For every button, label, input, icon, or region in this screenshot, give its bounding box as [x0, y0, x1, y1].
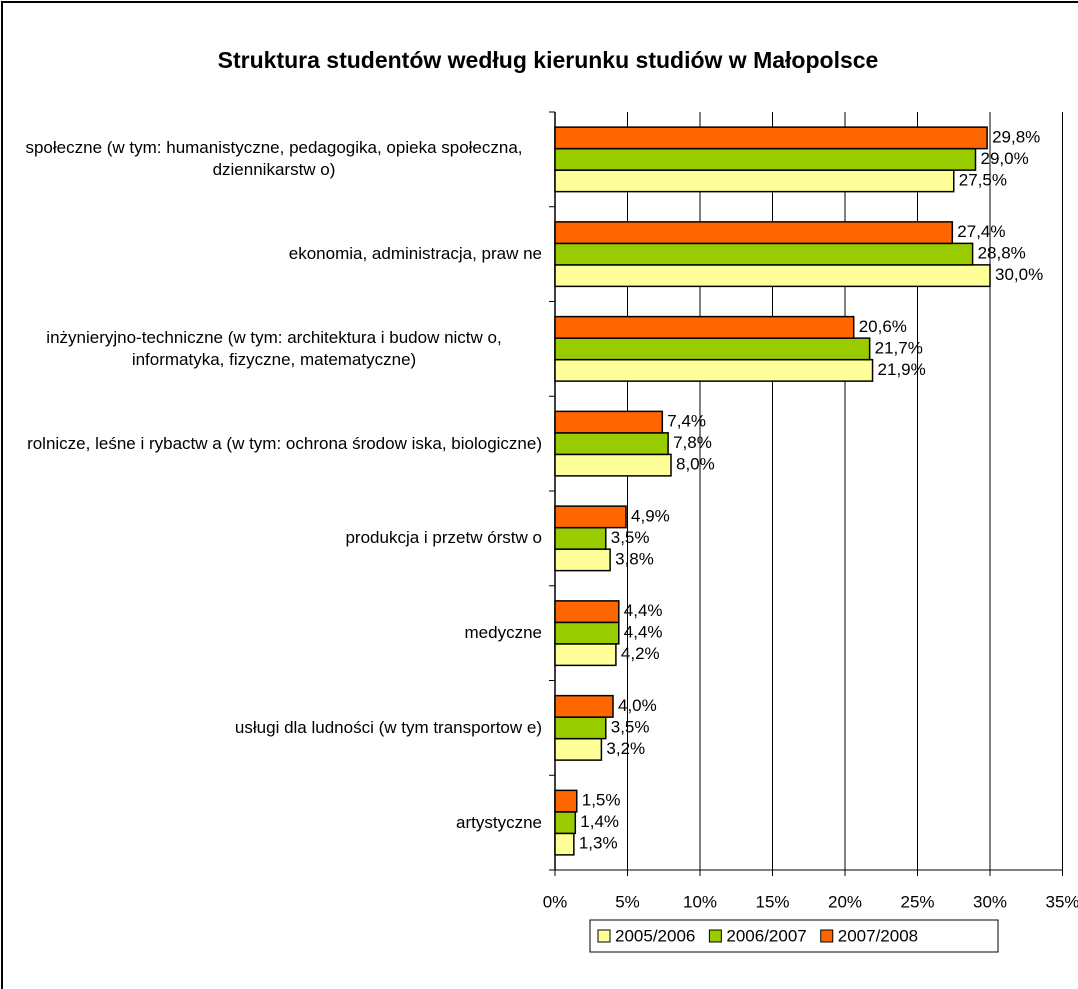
value-label: 4,9%	[631, 506, 670, 525]
bar	[554, 621, 620, 645]
legend-label: 2007/2008	[838, 926, 918, 945]
x-tick-label: 25%	[900, 892, 934, 911]
value-label: 1,5%	[582, 791, 621, 810]
bar	[554, 737, 603, 761]
y-tick-label: artystyczne	[456, 812, 542, 832]
legend-swatch	[820, 929, 834, 943]
value-label: 21,7%	[875, 338, 923, 357]
bar	[554, 832, 575, 856]
value-label: 21,9%	[878, 360, 926, 379]
y-tick-label: medyczne	[464, 623, 542, 643]
value-label: 29,8%	[992, 127, 1040, 146]
x-tick-label: 30%	[973, 892, 1007, 911]
x-tick-label: 20%	[828, 892, 862, 911]
value-label: 27,4%	[957, 222, 1005, 241]
bar	[554, 716, 607, 740]
value-label: 3,5%	[611, 528, 650, 547]
bar	[554, 337, 871, 361]
bar	[554, 526, 607, 550]
y-tick-label: ekonomia, administracja, praw ne	[288, 244, 542, 264]
bar	[554, 126, 988, 150]
value-label: 4,0%	[618, 696, 657, 715]
legend-swatch	[597, 929, 611, 943]
legend-box	[589, 919, 999, 953]
bar	[554, 315, 855, 339]
legend-label: 2005/2006	[615, 926, 695, 945]
value-label: 3,5%	[611, 717, 650, 736]
value-label: 1,4%	[580, 812, 619, 831]
value-label: 4,4%	[624, 623, 663, 642]
value-label: 4,2%	[621, 644, 660, 663]
value-label: 20,6%	[859, 317, 907, 336]
bar	[554, 358, 874, 382]
bar	[554, 410, 664, 434]
bar	[554, 221, 954, 245]
bar	[554, 169, 955, 193]
value-label: 7,8%	[673, 433, 712, 452]
legend-label: 2006/2007	[726, 926, 806, 945]
value-label: 28,8%	[978, 244, 1026, 263]
x-tick-label: 0%	[543, 892, 568, 911]
bar	[554, 505, 627, 529]
y-tick-label: społeczne (w tym: humanistyczne, pedagog…	[25, 138, 523, 180]
bar	[554, 643, 617, 667]
value-label: 4,4%	[624, 601, 663, 620]
value-label: 3,8%	[615, 549, 654, 568]
value-label: 1,3%	[579, 834, 618, 853]
bar	[554, 811, 577, 835]
y-tick-label: produkcja i przetw órstw o	[345, 528, 542, 548]
chart-title: Struktura studentów według kierunku stud…	[218, 47, 879, 73]
y-tick-label: usługi dla ludności (w tym transportow e…	[234, 717, 542, 737]
bar	[554, 242, 974, 266]
bar	[554, 264, 991, 288]
y-tick-label: rolnicze, leśne i rybactw a (w tym: ochr…	[27, 433, 542, 453]
bar	[554, 548, 611, 572]
bar	[554, 432, 669, 456]
bar	[554, 453, 672, 477]
y-tick-label: inżynieryjno-techniczne (w tym: architek…	[46, 327, 502, 369]
value-label: 30,0%	[995, 265, 1043, 284]
bar	[554, 147, 977, 171]
value-label: 7,4%	[667, 412, 706, 431]
x-tick-label: 35%	[1045, 892, 1078, 911]
value-label: 8,0%	[676, 455, 715, 474]
x-tick-label: 10%	[683, 892, 717, 911]
value-label: 3,2%	[606, 739, 645, 758]
x-tick-label: 5%	[615, 892, 640, 911]
value-label: 29,0%	[981, 149, 1029, 168]
bar	[554, 694, 614, 718]
x-tick-label: 15%	[755, 892, 789, 911]
bar	[554, 600, 620, 624]
value-label: 27,5%	[959, 170, 1007, 189]
legend-swatch	[708, 929, 722, 943]
bar	[554, 789, 578, 813]
